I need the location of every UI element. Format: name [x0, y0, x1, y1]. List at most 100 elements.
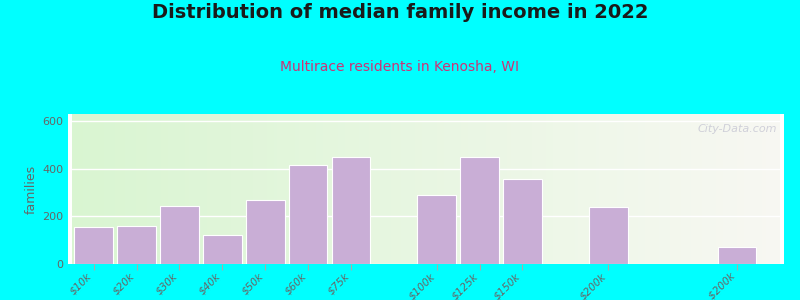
Bar [730, 114, 734, 264]
Bar [621, 114, 624, 264]
Bar [479, 114, 482, 264]
Bar [267, 114, 270, 264]
Bar [748, 114, 751, 264]
Bar [231, 114, 235, 264]
Bar [447, 114, 450, 264]
Bar [716, 114, 719, 264]
Bar [418, 195, 456, 264]
Bar [564, 114, 567, 264]
Bar [656, 114, 659, 264]
Bar [246, 114, 249, 264]
Bar [458, 114, 462, 264]
Bar [114, 114, 118, 264]
Bar [684, 114, 688, 264]
Bar [122, 114, 126, 264]
Bar [646, 114, 649, 264]
Bar [129, 114, 133, 264]
Bar [189, 114, 193, 264]
Bar [659, 114, 663, 264]
Bar [90, 114, 94, 264]
Bar [702, 114, 706, 264]
Bar [108, 114, 111, 264]
Bar [332, 157, 370, 264]
Bar [136, 114, 139, 264]
Bar [126, 114, 129, 264]
Bar [571, 114, 574, 264]
Bar [143, 114, 146, 264]
Bar [118, 114, 122, 264]
Bar [634, 114, 638, 264]
Bar [539, 114, 542, 264]
Bar [738, 114, 741, 264]
Bar [402, 114, 405, 264]
Bar [298, 114, 302, 264]
Bar [454, 114, 458, 264]
Bar [270, 114, 274, 264]
Bar [394, 114, 398, 264]
Bar [274, 114, 278, 264]
Bar [150, 114, 154, 264]
Bar [295, 114, 298, 264]
Bar [688, 114, 691, 264]
Bar [631, 114, 634, 264]
Text: City-Data.com: City-Data.com [698, 124, 777, 134]
Bar [327, 114, 330, 264]
Bar [182, 114, 186, 264]
Bar [677, 114, 681, 264]
Bar [450, 114, 454, 264]
Bar [514, 114, 518, 264]
Bar [550, 114, 554, 264]
Bar [154, 114, 157, 264]
Bar [762, 114, 766, 264]
Bar [422, 114, 426, 264]
Bar [221, 114, 224, 264]
Bar [723, 114, 726, 264]
Bar [507, 114, 511, 264]
Text: Distribution of median family income in 2022: Distribution of median family income in … [152, 3, 648, 22]
Bar [398, 114, 402, 264]
Bar [210, 114, 214, 264]
Bar [638, 114, 642, 264]
Bar [366, 114, 370, 264]
Bar [94, 114, 97, 264]
Bar [546, 114, 550, 264]
Bar [440, 114, 444, 264]
Bar [228, 114, 231, 264]
Y-axis label: families: families [25, 164, 38, 214]
Bar [415, 114, 419, 264]
Bar [330, 114, 334, 264]
Bar [529, 114, 532, 264]
Bar [744, 114, 748, 264]
Bar [186, 114, 189, 264]
Bar [599, 114, 603, 264]
Bar [405, 114, 408, 264]
Bar [218, 114, 221, 264]
Bar [193, 114, 196, 264]
Bar [504, 114, 507, 264]
Bar [719, 114, 723, 264]
Bar [503, 179, 542, 264]
Bar [320, 114, 323, 264]
Bar [603, 114, 606, 264]
Bar [83, 114, 86, 264]
Bar [260, 114, 263, 264]
Bar [242, 114, 246, 264]
Bar [766, 114, 769, 264]
Bar [486, 114, 490, 264]
Bar [358, 114, 362, 264]
Bar [536, 114, 539, 264]
Bar [718, 247, 756, 264]
Bar [278, 114, 281, 264]
Bar [698, 114, 702, 264]
Bar [111, 114, 114, 264]
Bar [751, 114, 755, 264]
Bar [323, 114, 327, 264]
Bar [348, 114, 352, 264]
Bar [663, 114, 666, 264]
Bar [497, 114, 500, 264]
Bar [561, 114, 564, 264]
Bar [652, 114, 656, 264]
Bar [235, 114, 238, 264]
Bar [426, 114, 430, 264]
Bar [617, 114, 621, 264]
